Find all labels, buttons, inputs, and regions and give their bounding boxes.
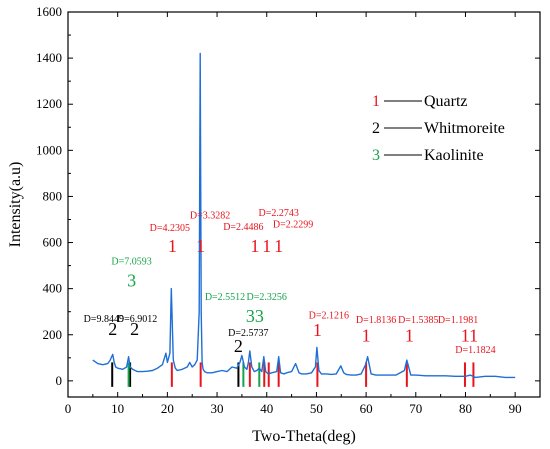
x-tick-label-4: 40 — [260, 401, 273, 416]
d-spacing-label-12: D=2.2299 — [273, 220, 313, 231]
d-spacing-label-23: D=1.8136 — [356, 315, 396, 326]
d-spacing-label-8: D=3.3282 — [190, 210, 230, 221]
x-tick-label-0: 0 — [65, 401, 72, 416]
plot-frame — [67, 11, 541, 398]
y-tick-label-3: 600 — [43, 235, 63, 250]
y-tick-label-8: 1600 — [36, 4, 62, 19]
legend-number-2: 2 — [372, 120, 380, 137]
d-spacing-label-0: D=9.8449 — [84, 314, 124, 325]
y-tick-label-2: 400 — [43, 281, 63, 296]
y-tick-label-5: 1000 — [36, 142, 62, 157]
d-spacing-label-17: D=2.3256 — [247, 292, 287, 303]
series-line-0 — [92, 52, 516, 379]
y-tick-label-1: 200 — [43, 327, 63, 342]
d-spacing-label-1: D=6.9012 — [117, 314, 157, 325]
x-tick-label-8: 80 — [459, 401, 472, 416]
phase-marker-5: 3 — [127, 270, 136, 290]
x-tick-label-9: 90 — [509, 401, 522, 416]
legend: 1 Quartz 2 Whitmoreite 3 Kaolinite — [372, 93, 505, 164]
phase-marker-28: 11 — [461, 326, 478, 346]
d-spacing-label-10: D=2.4486 — [223, 222, 263, 233]
y-tick-label-4: 800 — [43, 188, 63, 203]
legend-number-1: 1 — [372, 93, 380, 110]
d-spacing-label-6: D=4.2305 — [150, 223, 190, 234]
phase-marker-26: 1 — [405, 326, 414, 346]
x-tick-label-5: 50 — [310, 401, 323, 416]
d-spacing-label-25: D=1.5385 — [398, 315, 438, 326]
phase-marker-13: 1 — [250, 236, 259, 256]
d-spacing-label-19: D=2.5737 — [228, 328, 268, 339]
d-spacing-label-21: D=2.1216 — [309, 311, 349, 322]
axes: 0 10 20 30 40 50 60 70 80 90 0 200 400 600 800 1000 1200… — [36, 4, 541, 416]
phase-marker-9: 1 — [196, 236, 205, 256]
x-tick-label-6: 60 — [360, 401, 373, 416]
phase-marker-20: 2 — [234, 336, 243, 356]
phase-marker-24: 1 — [362, 326, 371, 346]
phase-marker-2: 2 — [108, 319, 117, 339]
phase-marker-14: 1 — [262, 236, 271, 256]
d-spacing-label-29: D=1.1824 — [455, 345, 495, 356]
y-axis-title: Intensity(a.u) — [7, 162, 24, 248]
y-tick-label-6: 1200 — [36, 96, 62, 111]
phase-marker-7: 1 — [168, 236, 177, 256]
d-spacing-label-27: D=1.1981 — [438, 315, 478, 326]
y-tick-label-0: 0 — [56, 373, 63, 388]
x-axis-title: Two-Theta(deg) — [252, 428, 356, 445]
reference-lines — [111, 362, 475, 387]
d-spacing-label-16: D=2.5512 — [205, 292, 245, 303]
legend-label-1: Quartz — [424, 93, 468, 110]
phase-marker-22: 1 — [313, 320, 322, 340]
x-tick-label-2: 20 — [161, 401, 174, 416]
d-spacing-label-11: D=2.2743 — [258, 208, 298, 219]
x-tick-label-7: 70 — [409, 401, 422, 416]
legend-number-3: 3 — [372, 147, 380, 164]
x-tick-label-3: 30 — [211, 401, 224, 416]
phase-marker-3: 2 — [130, 319, 139, 339]
y-tick-label-7: 1400 — [36, 50, 62, 65]
phase-marker-18: 33 — [246, 306, 264, 326]
legend-label-3: Kaolinite — [424, 147, 484, 164]
phase-marker-15: 1 — [274, 236, 283, 256]
series-layer — [92, 52, 516, 379]
d-spacing-label-4: D=7.0593 — [111, 256, 151, 267]
legend-label-2: Whitmoreite — [424, 120, 505, 137]
x-tick-label-1: 10 — [111, 401, 124, 416]
